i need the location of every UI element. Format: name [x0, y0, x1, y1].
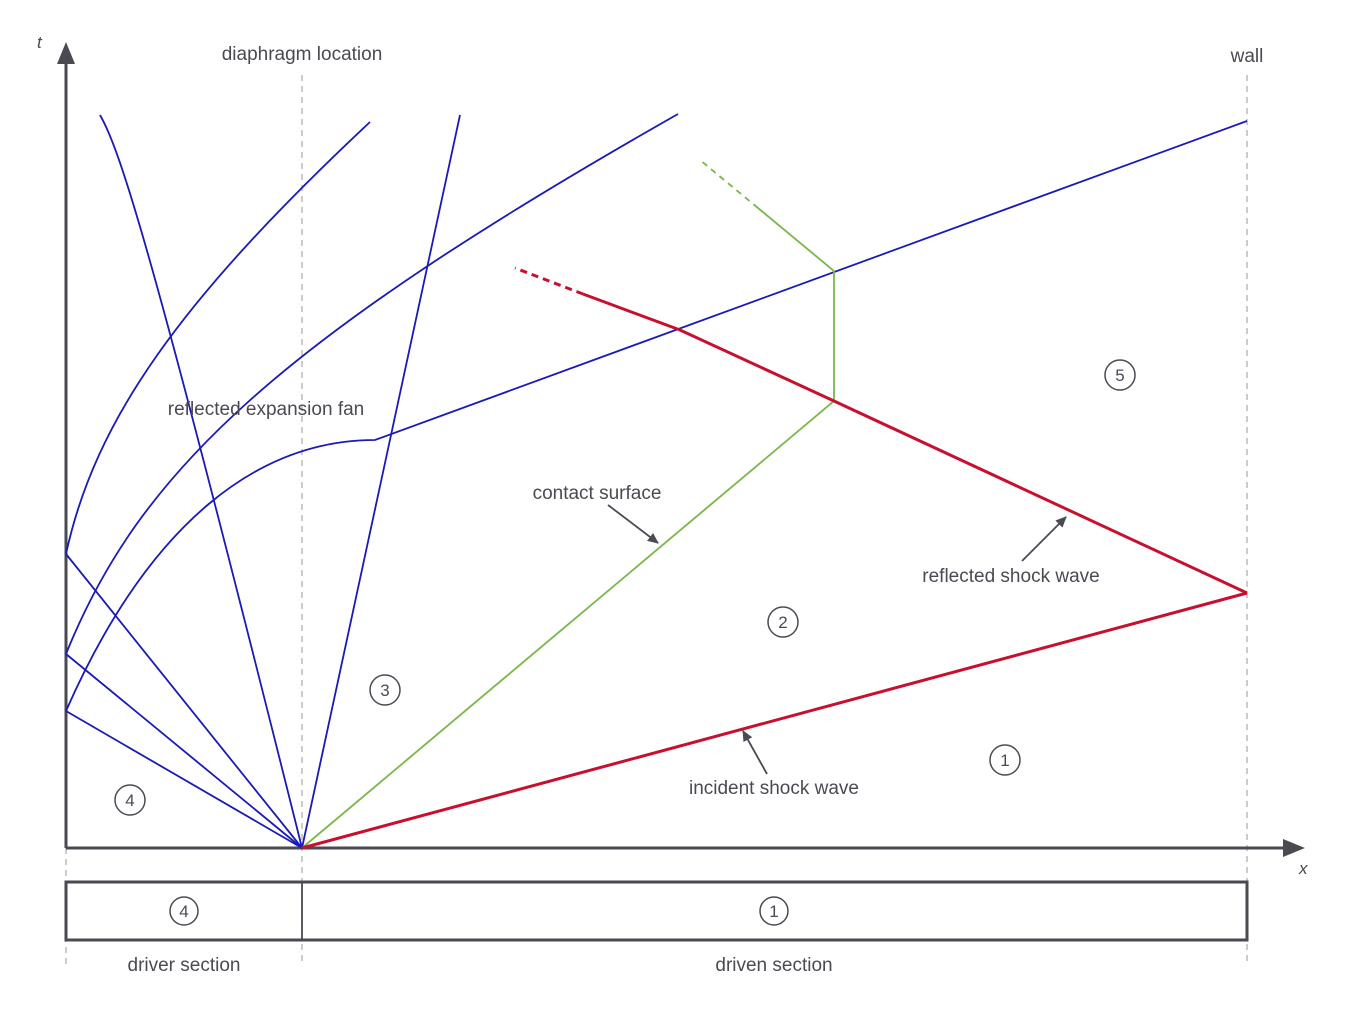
- reflected-shock-dashed: [514, 266, 584, 296]
- expansion-head-line: [65, 710, 303, 849]
- tube-driver-marker: 4: [169, 896, 199, 926]
- t-axis-label: t: [37, 33, 43, 52]
- region-3-marker: 3: [369, 674, 401, 706]
- incident-shock-arrow: [742, 730, 768, 775]
- tube-driven-number: 1: [769, 902, 778, 921]
- annotation-arrows: [607, 504, 1067, 775]
- reflected-expansion-fan-label: reflected expansion fan: [168, 399, 364, 420]
- reflected-expansion-curve-3: [65, 120, 1248, 712]
- region-markers: 1 2 3 4 5: [114, 359, 1136, 816]
- tube-driven-marker: 1: [759, 896, 789, 926]
- diaphragm-location-label: diaphragm location: [222, 44, 383, 65]
- driver-section-label: driver section: [128, 955, 241, 976]
- reflected-shock-arrow: [1021, 516, 1067, 562]
- contact-surface-dashed: [699, 159, 759, 209]
- driven-section-label: driven section: [715, 955, 832, 976]
- expansion-waves: [65, 113, 1248, 849]
- shock-tube-outline: [64, 880, 1249, 942]
- guide-lines: [65, 75, 1248, 965]
- region-5-marker: 5: [1104, 359, 1136, 391]
- wall-label: wall: [1230, 46, 1264, 67]
- expansion-tail-line: [65, 553, 303, 849]
- incident-shock-line: [301, 591, 1248, 850]
- region-2-number: 2: [778, 613, 787, 632]
- t-axis-arrowhead: [57, 42, 75, 64]
- shock-waves: [301, 266, 1248, 850]
- contact-surface-line: [301, 207, 835, 849]
- region-4-number: 4: [125, 791, 134, 810]
- reflected-shock-wave-label: reflected shock wave: [922, 566, 1099, 587]
- region-1-number: 1: [1000, 751, 1009, 770]
- contact-surface-lines: [301, 159, 835, 849]
- reflected-expansion-curve-1: [65, 121, 371, 555]
- contact-surface-label: contact surface: [533, 483, 662, 504]
- reflected-expansion-curve-2: [65, 113, 679, 655]
- expansion-mid-line: [65, 653, 303, 849]
- region-4-marker: 4: [114, 784, 146, 816]
- shock-tube-schematic: 4 1 driver section driven section: [64, 880, 1249, 976]
- region-1-marker: 1: [989, 744, 1021, 776]
- region-2-marker: 2: [767, 606, 799, 638]
- reflected-shock-line: [582, 292, 1248, 595]
- region-3-number: 3: [380, 681, 389, 700]
- region-5-number: 5: [1115, 366, 1124, 385]
- incident-shock-wave-label: incident shock wave: [689, 778, 859, 799]
- x-axis-label: x: [1298, 859, 1308, 878]
- expansion-right-running-line: [301, 114, 461, 849]
- axes: [57, 42, 1305, 857]
- x-axis-arrowhead: [1283, 839, 1305, 857]
- left-running-characteristic: [99, 114, 303, 849]
- tube-driver-number: 4: [179, 902, 188, 921]
- contact-surface-arrow: [607, 504, 659, 544]
